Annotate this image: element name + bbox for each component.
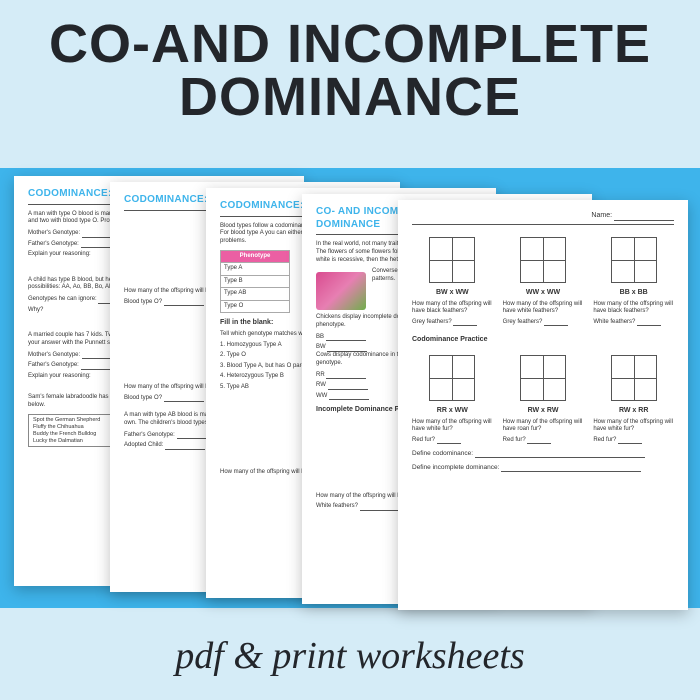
punnett-square — [611, 237, 657, 283]
worksheet-stage: CODOMINANCE: BLOOD TYPES Name: A man wit… — [0, 168, 700, 608]
footer-caption: pdf & print worksheets — [0, 634, 700, 678]
punnett-square — [520, 355, 566, 401]
s5-row1: BW x WW How many of the offspring will h… — [412, 231, 674, 326]
phenotype-table: Phenotype Type A Type B Type AB Type O — [220, 250, 290, 314]
title-line-1: CO-AND INCOMPLETE — [0, 18, 700, 71]
punnett-square — [520, 237, 566, 283]
title-line-2: DOMINANCE — [0, 71, 700, 124]
worksheet-5: Name: BW x WW How many of the offspring … — [398, 200, 688, 610]
main-title: CO-AND INCOMPLETE DOMINANCE — [0, 18, 700, 124]
punnett-square — [611, 355, 657, 401]
define-incomplete: Define incomplete dominance: — [412, 464, 674, 472]
flower-image — [316, 272, 366, 310]
codom-head: Codominance Practice — [412, 336, 674, 345]
punnett-square — [429, 355, 475, 401]
define-codom: Define codominance: — [412, 450, 674, 458]
s5-row2: RR x WW How many of the offspring will h… — [412, 349, 674, 444]
punnett-square — [429, 237, 475, 283]
